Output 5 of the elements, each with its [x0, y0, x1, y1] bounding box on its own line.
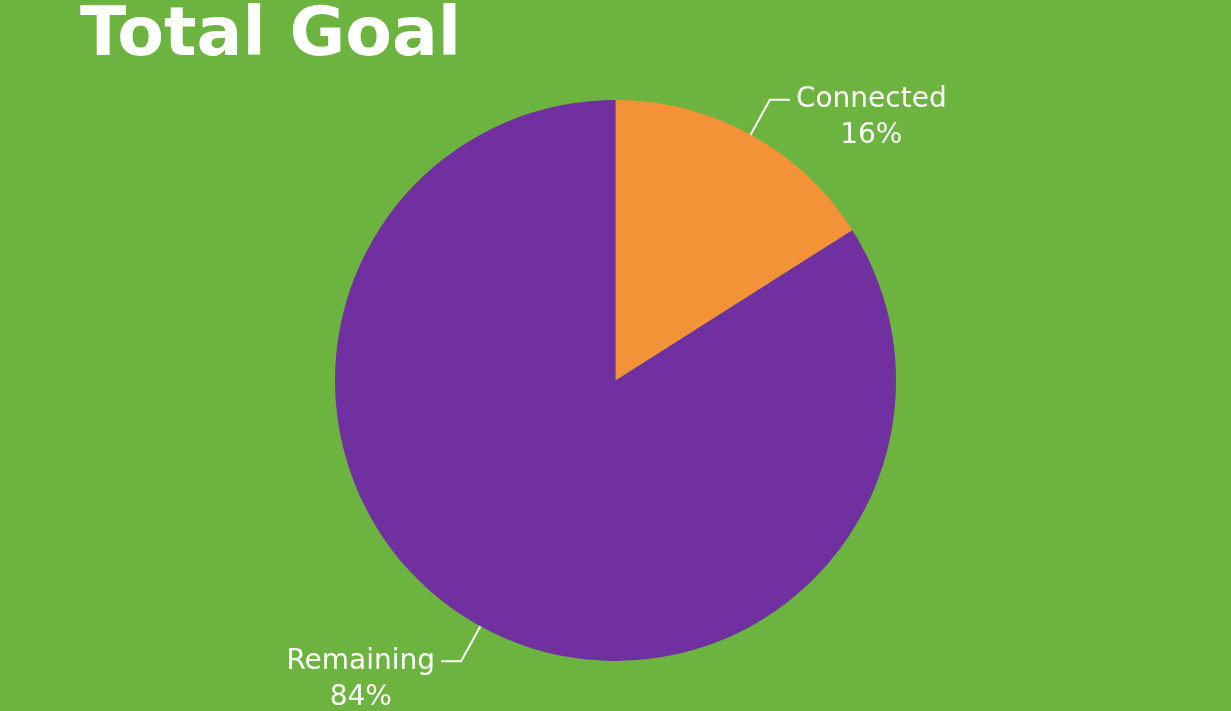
chart-title: Total Goal [80, 0, 462, 71]
data-label: 84% [329, 678, 392, 711]
data-label: 16% [840, 116, 903, 150]
slice-label: Remaining [286, 642, 436, 676]
slice-label: Connected [795, 80, 947, 114]
